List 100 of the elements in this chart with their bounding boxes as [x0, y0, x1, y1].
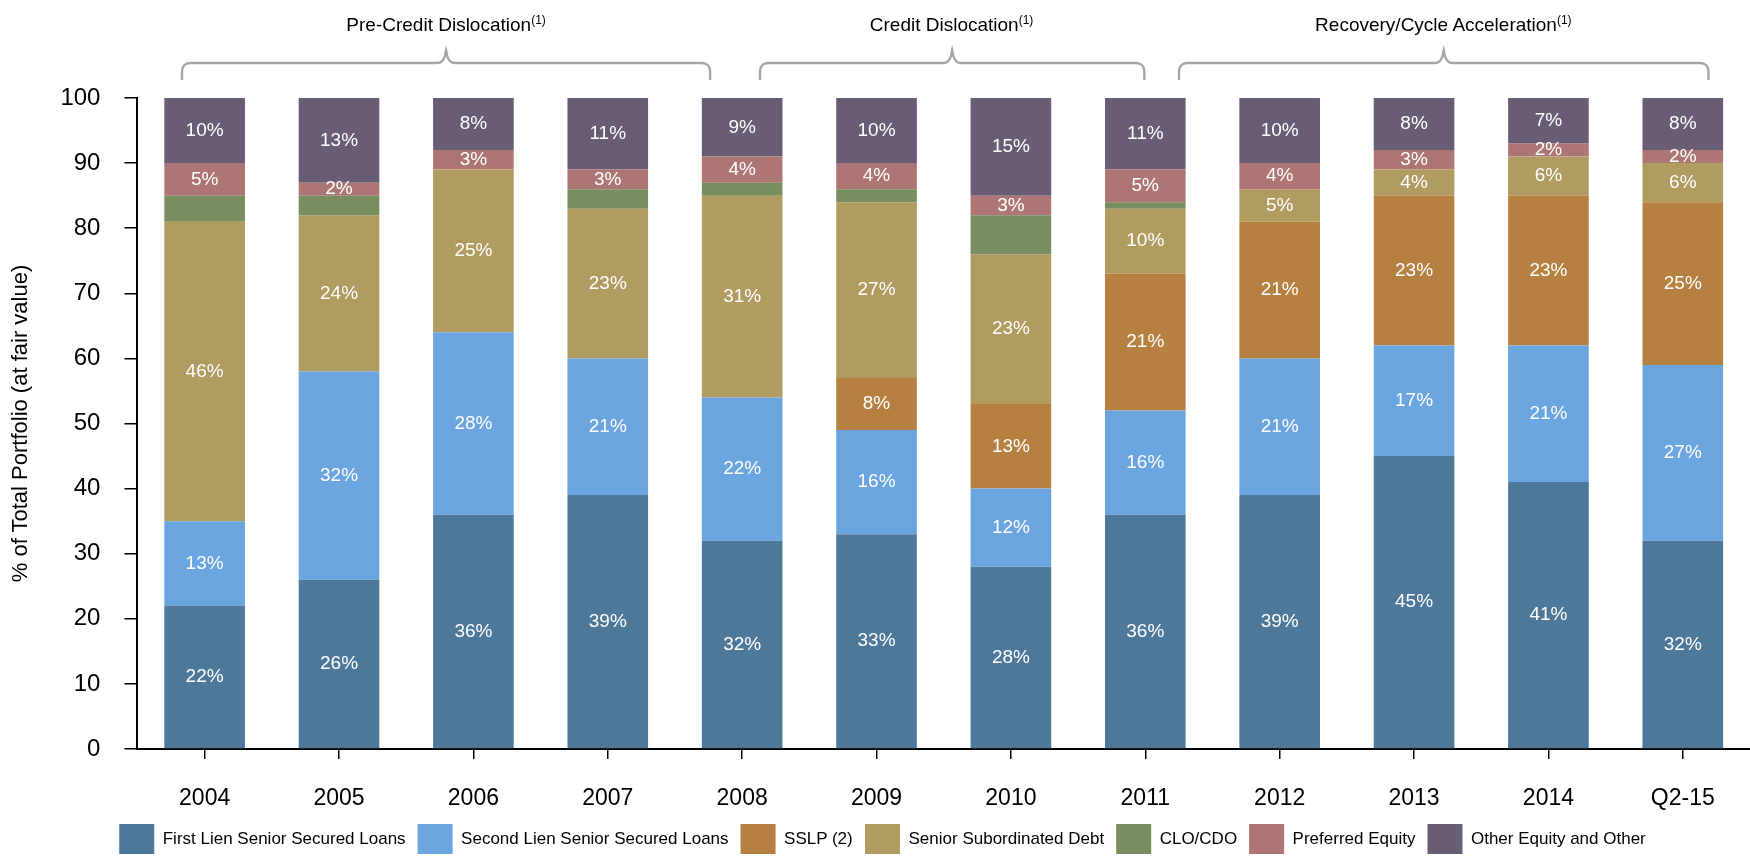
data-label: 3%: [459, 148, 488, 170]
data-label: 5%: [1131, 174, 1160, 196]
data-label: 36%: [1126, 619, 1165, 641]
legend-label: Second Lien Senior Secured Loans: [461, 828, 729, 848]
bar: [1239, 98, 1320, 164]
data-label: 27%: [857, 278, 896, 300]
legend-label: Senior Subordinated Debt: [908, 828, 1105, 848]
bar: [701, 156, 783, 183]
data-label: 4%: [728, 157, 756, 179]
data-label: 8%: [459, 112, 488, 134]
data-label: 8%: [1400, 112, 1428, 134]
bar: [701, 182, 783, 196]
data-label: 46%: [185, 359, 224, 381]
data-label: 31%: [723, 284, 762, 306]
data-label: 8%: [1669, 112, 1697, 134]
y-tick-label: 70: [73, 277, 101, 305]
bar: [164, 98, 245, 164]
data-label: 32%: [1663, 632, 1702, 654]
bar: [836, 189, 917, 203]
bar: [164, 521, 245, 606]
x-tick-label: 2014: [1522, 784, 1575, 811]
bar: [836, 534, 917, 749]
bar: [567, 208, 649, 359]
data-label: 2%: [325, 177, 353, 199]
y-axis-title: % of Total Portfolio (at fair value): [7, 264, 33, 583]
x-tick-label: Q2-15: [1650, 784, 1715, 811]
data-label: 23%: [588, 271, 627, 293]
bar: [1373, 345, 1455, 457]
x-tick-label: 2013: [1388, 784, 1440, 811]
bar: [298, 215, 380, 372]
bar: [1373, 169, 1455, 196]
text: Pre-Credit Dislocation$^{(1)}$: [346, 12, 546, 36]
bar: [433, 169, 514, 333]
bar: [298, 579, 380, 749]
bar: [1239, 189, 1320, 222]
data-label: 4%: [1400, 170, 1428, 192]
bar: [567, 358, 649, 496]
bar: [164, 163, 245, 196]
text: Recovery/Cycle Acceleration$^{(1)}$: [1315, 12, 1572, 36]
bar: [836, 202, 917, 378]
bar: [1104, 410, 1186, 515]
bar: [1239, 221, 1320, 359]
bar: [1239, 495, 1320, 749]
bar: [1642, 364, 1724, 541]
bar: [1508, 195, 1589, 346]
bar: [164, 221, 245, 522]
bar: [1104, 169, 1186, 203]
data-label: 6%: [1669, 170, 1697, 192]
bar: [1642, 202, 1724, 365]
data-label: 4%: [862, 164, 891, 186]
y-tick-label: 0: [87, 733, 101, 761]
text: Credit Dislocation$^{(1)}$: [869, 12, 1034, 36]
data-label: 9%: [728, 115, 756, 137]
data-label: 7%: [1534, 109, 1563, 131]
data-label: 3%: [594, 167, 622, 189]
bar: [1373, 456, 1455, 749]
data-label: 3%: [997, 193, 1025, 215]
data-label: 16%: [857, 470, 896, 492]
data-label: 41%: [1529, 603, 1568, 625]
bar: [836, 430, 917, 535]
data-label: 15%: [991, 135, 1031, 157]
bar: [836, 377, 917, 431]
bar: [1373, 195, 1455, 346]
data-label: 16%: [1126, 450, 1165, 472]
data-label: 12%: [991, 515, 1031, 537]
y-tick-label: 30: [73, 538, 101, 566]
y-tick-label: 60: [73, 343, 101, 371]
bar: [836, 98, 917, 164]
bar: [970, 254, 1052, 404]
data-label: 22%: [185, 665, 224, 687]
legend-label: First Lien Senior Secured Loans: [162, 828, 406, 848]
x-tick-label: 2007: [582, 784, 634, 811]
data-label: 5%: [1265, 193, 1294, 215]
data-label: 28%: [454, 411, 493, 433]
x-tick-label: 2010: [985, 784, 1037, 811]
bar: [298, 98, 380, 183]
data-label: 23%: [991, 317, 1031, 339]
data-label: 27%: [1663, 441, 1702, 463]
bar: [567, 189, 649, 209]
bar: [1239, 163, 1320, 190]
data-label: 10%: [1126, 229, 1165, 251]
data-label: 11%: [589, 122, 627, 144]
data-label: 8%: [862, 392, 891, 414]
data-label: 13%: [991, 434, 1031, 456]
data-label: 17%: [1395, 388, 1434, 410]
bar: [298, 195, 380, 216]
bar: [164, 605, 245, 749]
data-label: 21%: [588, 414, 627, 436]
data-label: 25%: [1663, 271, 1702, 293]
bar: [1104, 514, 1186, 749]
data-label: 4%: [1265, 164, 1294, 186]
bar: [433, 98, 514, 151]
y-tick-label: 80: [73, 212, 101, 240]
legend-label: SSLP (2): [784, 828, 853, 848]
data-label: 10%: [1260, 118, 1299, 140]
bar: [1104, 208, 1186, 274]
data-label: 36%: [454, 619, 493, 641]
bar: [970, 488, 1052, 567]
data-label: 3%: [1400, 148, 1428, 170]
y-tick-label: 40: [73, 473, 101, 501]
